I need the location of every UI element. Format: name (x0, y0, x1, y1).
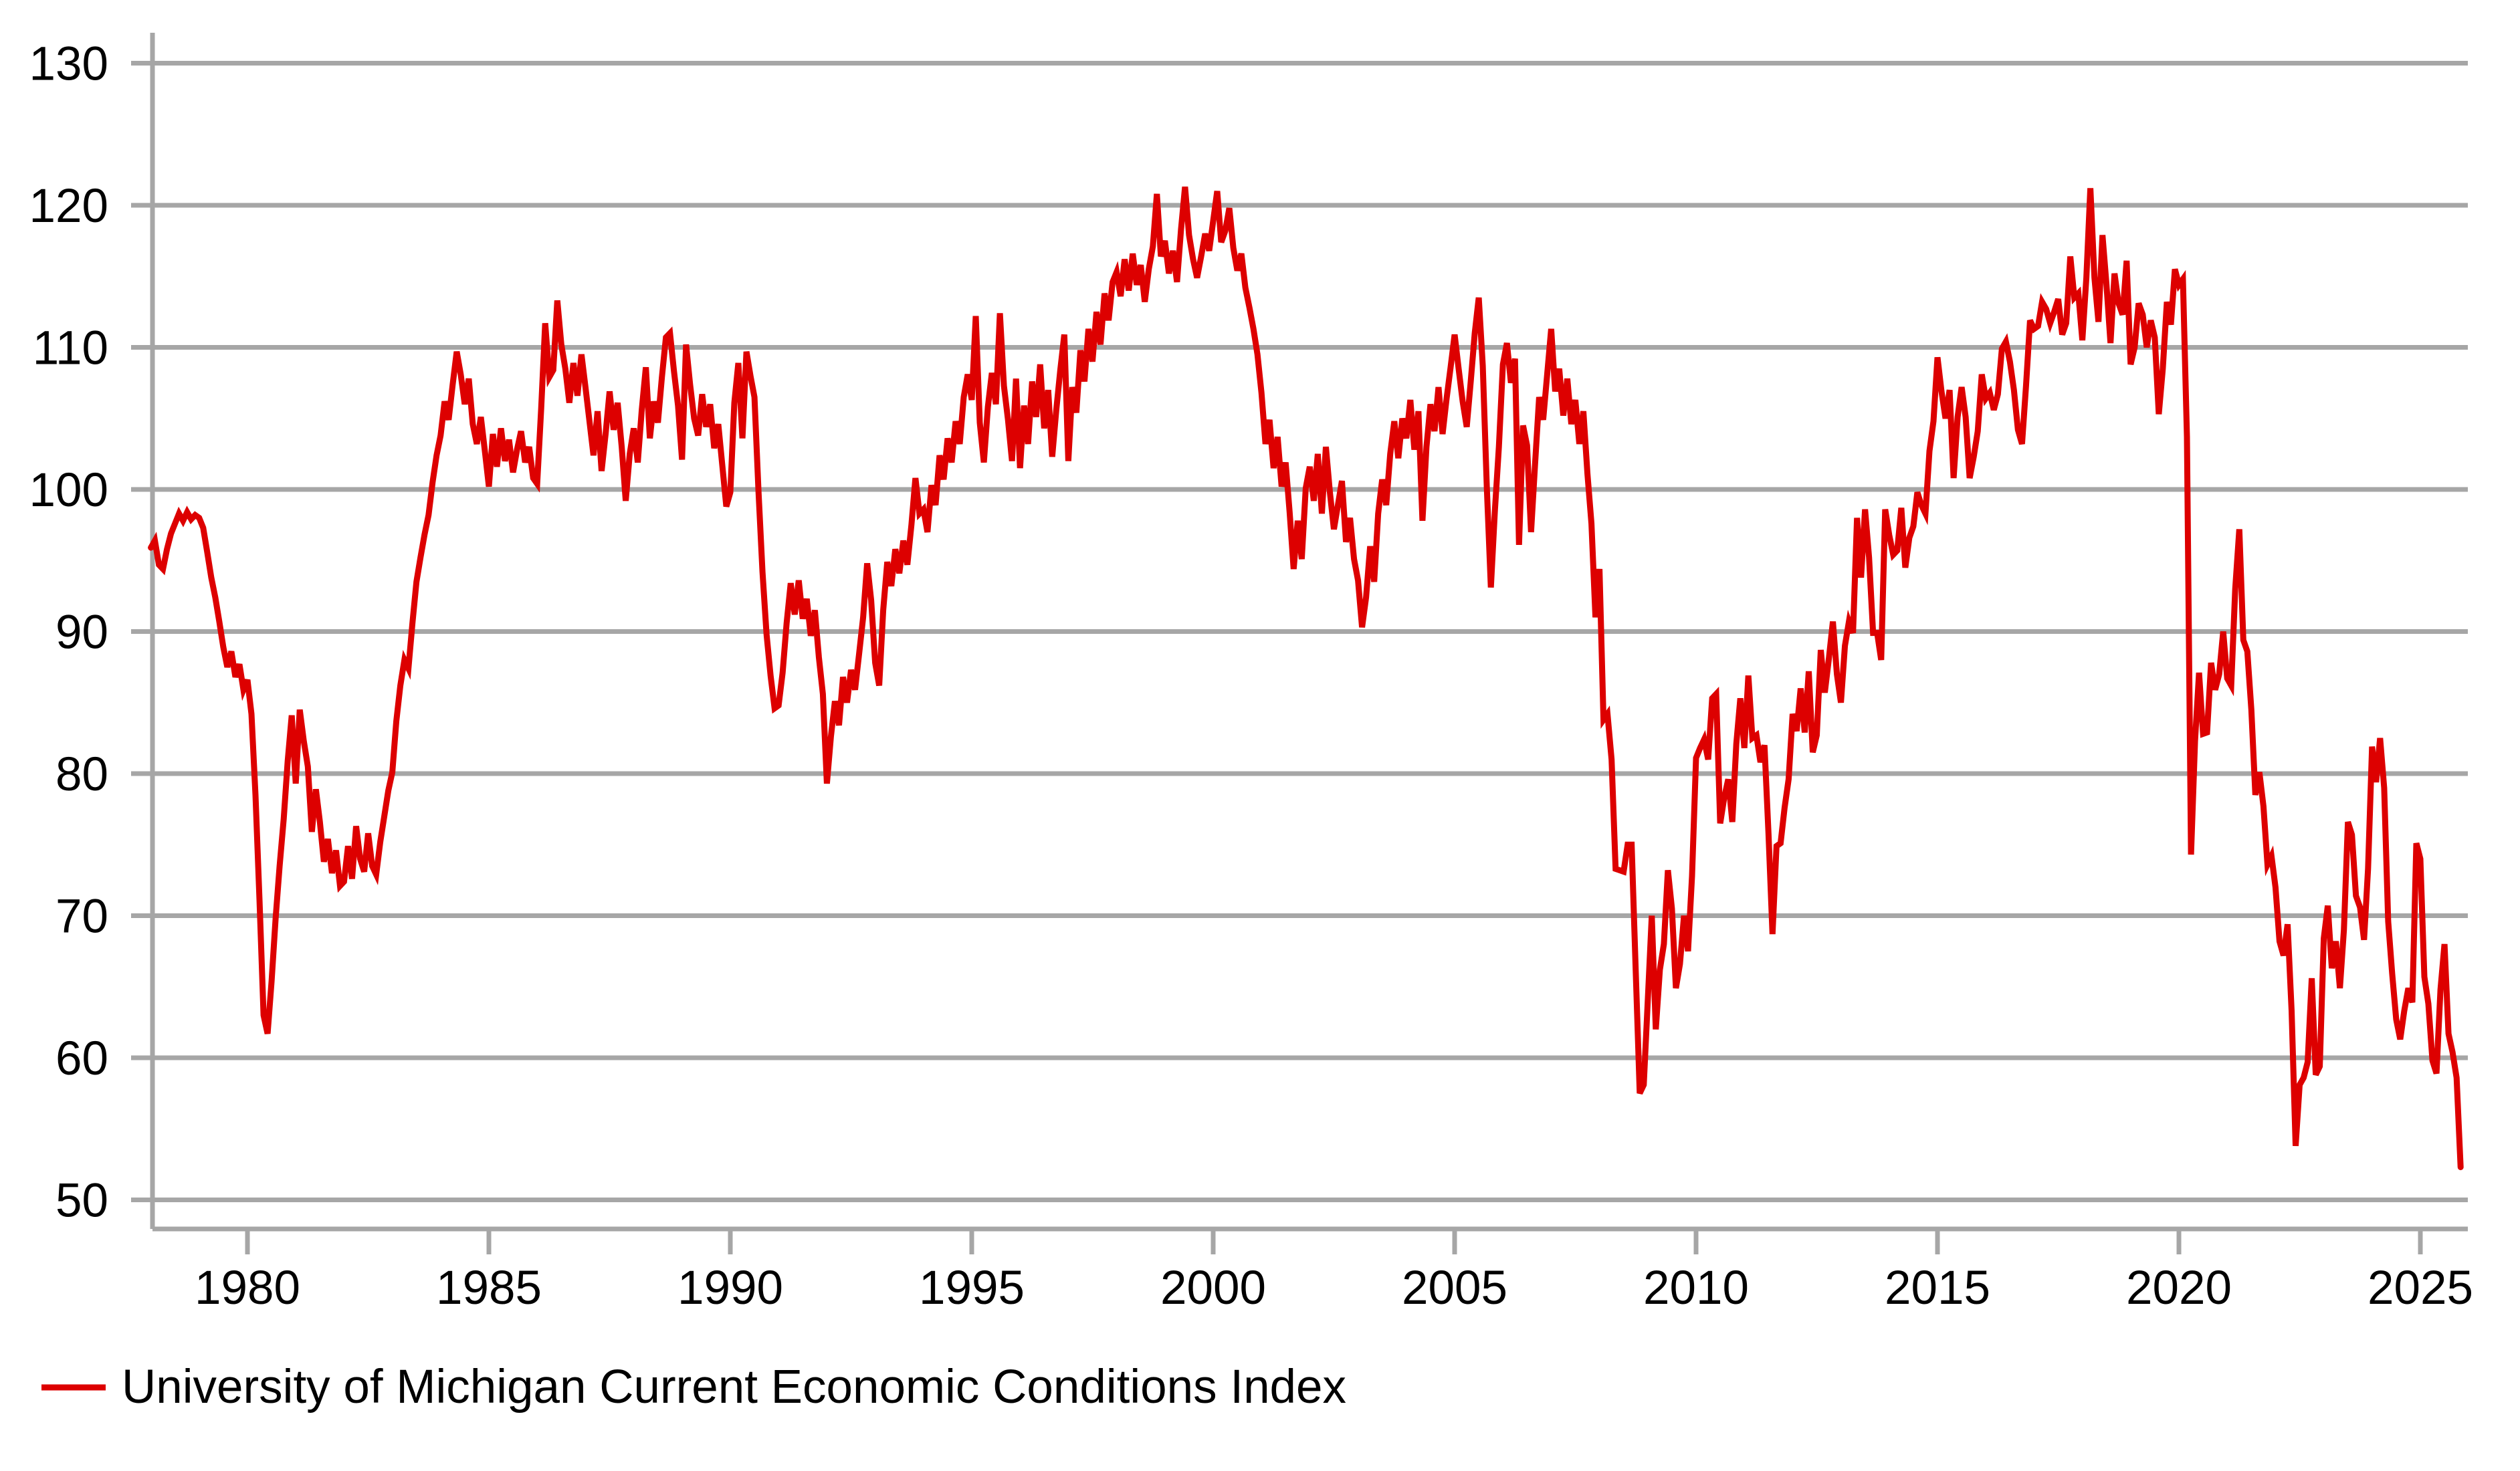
x-tick-label-2015: 2015 (1885, 1262, 1990, 1315)
x-axis (152, 1226, 2468, 1254)
x-tick-label-2025: 2025 (2368, 1262, 2473, 1315)
x-tick-label-1995: 1995 (919, 1262, 1025, 1315)
x-tick-label-1990: 1990 (677, 1262, 783, 1315)
y-tick-label-100: 100 (29, 464, 108, 517)
y-tick-label-50: 50 (56, 1175, 108, 1228)
x-tick-label-2020: 2020 (2126, 1262, 2232, 1315)
gridlines (152, 61, 2468, 1202)
x-tick-labels: 1980 1985 1990 1995 2000 2005 2010 2015 2020 2025 (195, 1262, 2473, 1315)
y-tick-label-120: 120 (29, 180, 108, 233)
y-axis (131, 33, 155, 1229)
x-tick-label-2005: 2005 (1402, 1262, 1507, 1315)
x-tick-label-2010: 2010 (1643, 1262, 1749, 1315)
series-line (148, 186, 2464, 1171)
x-tick-label-1980: 1980 (195, 1262, 300, 1315)
y-tick-label-90: 90 (56, 606, 108, 659)
y-tick-labels: 50 60 70 80 90 100 110 120 130 (29, 38, 108, 1228)
y-tick-label-60: 60 (56, 1032, 108, 1085)
x-tick-label-2000: 2000 (1160, 1262, 1266, 1315)
y-tick-label-80: 80 (56, 748, 108, 801)
legend: University of Michigan Current Economic … (41, 1361, 1346, 1413)
y-tick-label-110: 110 (33, 322, 108, 375)
y-tick-label-70: 70 (56, 891, 108, 943)
y-tick-label-130: 130 (29, 38, 108, 91)
legend-label: University of Michigan Current Economic … (122, 1361, 1346, 1413)
x-tick-label-1985: 1985 (436, 1262, 542, 1315)
